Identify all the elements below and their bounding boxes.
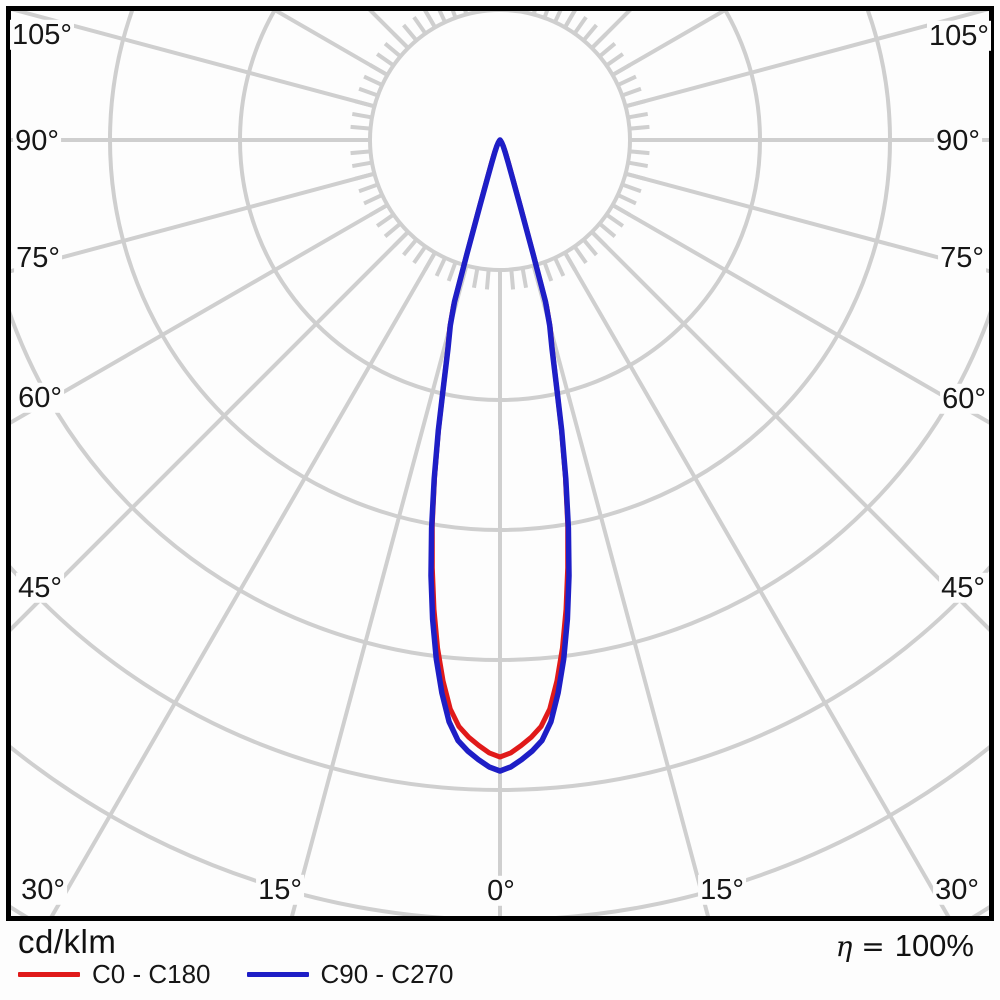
angle-tick — [542, 261, 554, 282]
angle-tick — [402, 23, 418, 42]
angle-tick — [375, 52, 395, 68]
angle-label: 30° — [19, 873, 67, 906]
angle-label: 105° — [927, 19, 991, 52]
angle-tick — [629, 149, 650, 156]
grid-spoke — [11, 203, 389, 425]
angle-label: 90° — [934, 124, 982, 157]
angle-tick — [572, 15, 588, 35]
angle-tick — [446, 261, 458, 282]
angle-label: 75° — [14, 241, 62, 274]
angle-tick — [434, 256, 447, 277]
angle-label: 30° — [933, 873, 981, 906]
angle-tick — [412, 15, 428, 35]
angle-tick — [582, 238, 598, 257]
angle-tick — [484, 269, 491, 290]
angle-tick — [509, 269, 516, 290]
grid-spoke — [11, 11, 375, 109]
efficiency-readout: η = 100% — [836, 928, 974, 964]
angle-tick — [616, 74, 637, 87]
angle-tick — [402, 238, 418, 257]
grid-spoke — [290, 265, 469, 916]
grid-spoke — [611, 203, 989, 425]
angle-label: 90° — [13, 124, 61, 157]
angle-tick — [471, 267, 480, 289]
efficiency-value: 100% — [894, 928, 974, 963]
angle-label: 15° — [698, 873, 746, 906]
angle-tick — [542, 11, 550, 19]
angle-label: 45° — [939, 571, 987, 604]
angle-tick — [437, 11, 447, 24]
angle-tick — [520, 267, 529, 289]
legend-item-c0-c180: C0 - C180 — [18, 959, 211, 990]
angle-tick — [358, 182, 379, 194]
angle-tick — [553, 11, 563, 24]
angle-tick — [363, 193, 384, 206]
grid-spoke — [11, 171, 375, 274]
legend-swatch-c90-c270 — [246, 971, 309, 977]
grid-spoke — [625, 171, 989, 274]
angle-tick — [598, 42, 617, 58]
angle-label: 0° — [485, 874, 517, 907]
grid-spoke — [563, 251, 951, 916]
angle-tick — [363, 74, 384, 87]
angle-tick — [572, 245, 588, 265]
angle-label: 45° — [16, 571, 64, 604]
angle-tick — [627, 160, 649, 169]
angle-tick — [375, 212, 395, 228]
legend-label-c0-c180: C0 - C180 — [92, 958, 211, 989]
angle-tick — [383, 42, 402, 58]
legend-item-c90-c270: C90 - C270 — [246, 958, 454, 990]
legend-label-c90-c270: C90 - C270 — [320, 958, 454, 989]
angle-tick — [582, 23, 598, 42]
angle-tick — [350, 124, 371, 131]
angle-tick — [598, 222, 617, 238]
intensity-curves — [428, 137, 572, 774]
angle-tick — [351, 160, 373, 169]
angle-tick — [412, 245, 428, 265]
angle-tick — [358, 86, 379, 98]
angle-tick — [627, 111, 649, 120]
angle-label: 105° — [10, 18, 74, 51]
angle-tick — [629, 124, 650, 131]
angle-label: 60° — [940, 382, 988, 415]
angle-tick — [621, 182, 642, 194]
angle-tick — [605, 52, 625, 68]
grid-spoke — [625, 11, 989, 109]
grid-spoke — [11, 230, 410, 632]
angle-tick — [605, 212, 625, 228]
angle-label: 60° — [16, 381, 64, 414]
angle-tick — [616, 193, 637, 206]
angle-tick — [450, 11, 458, 19]
angle-label: 75° — [938, 241, 986, 274]
grid-spoke — [590, 230, 989, 632]
legend-swatch-c0-c180 — [18, 971, 80, 977]
angle-tick — [383, 222, 402, 238]
grid-spoke — [531, 265, 710, 916]
curve-c90-c270 — [428, 137, 572, 774]
angle-tick — [553, 256, 566, 277]
legend: C0 - C180 C90 - C270 — [18, 958, 454, 990]
angle-tick — [350, 149, 371, 156]
angle-label: 15° — [256, 873, 304, 906]
grid-spoke — [49, 251, 437, 916]
angle-tick — [621, 86, 642, 98]
eta-symbol: η = — [835, 930, 885, 963]
chart-frame — [6, 6, 994, 921]
units-label: cd/klm — [18, 923, 117, 960]
angle-tick — [351, 111, 373, 120]
